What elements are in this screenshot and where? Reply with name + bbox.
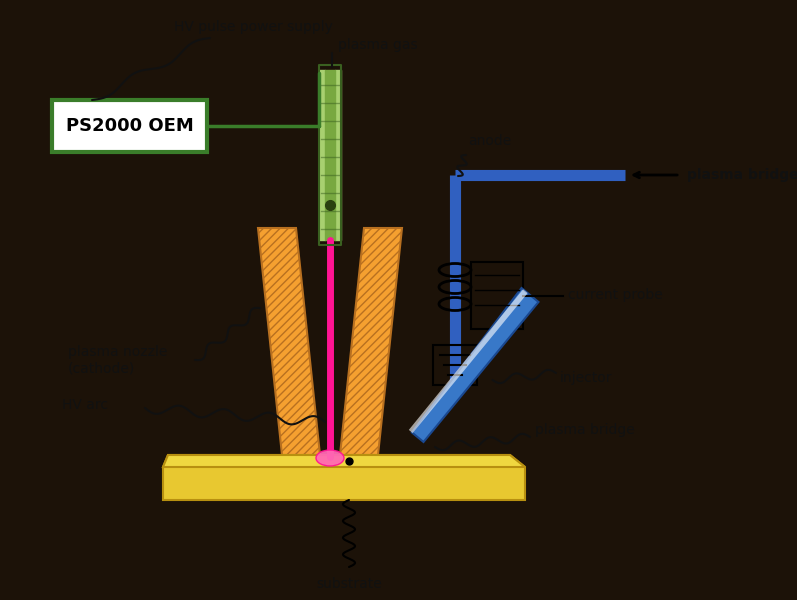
Text: plasma gas: plasma gas xyxy=(338,38,418,52)
Bar xyxy=(471,262,523,329)
Polygon shape xyxy=(163,455,525,500)
Bar xyxy=(433,345,477,385)
Text: HV arc: HV arc xyxy=(62,398,108,412)
Text: HV pulse power supply: HV pulse power supply xyxy=(174,20,332,34)
Polygon shape xyxy=(409,289,528,433)
Text: substrate: substrate xyxy=(316,577,382,591)
Text: current probe: current probe xyxy=(568,289,663,302)
Text: PS2000 OEM: PS2000 OEM xyxy=(65,117,194,135)
Bar xyxy=(319,65,341,245)
Text: injector: injector xyxy=(560,371,613,385)
Bar xyxy=(52,100,207,152)
Text: plasma bridge: plasma bridge xyxy=(535,423,634,437)
Polygon shape xyxy=(412,288,539,442)
Polygon shape xyxy=(163,455,525,467)
Polygon shape xyxy=(340,228,402,455)
Text: anode: anode xyxy=(468,134,511,148)
Ellipse shape xyxy=(316,450,344,466)
Text: plasma nozzle
(cathode): plasma nozzle (cathode) xyxy=(68,345,167,375)
Text: plasma bridge gas: plasma bridge gas xyxy=(687,168,797,182)
Polygon shape xyxy=(258,228,320,455)
